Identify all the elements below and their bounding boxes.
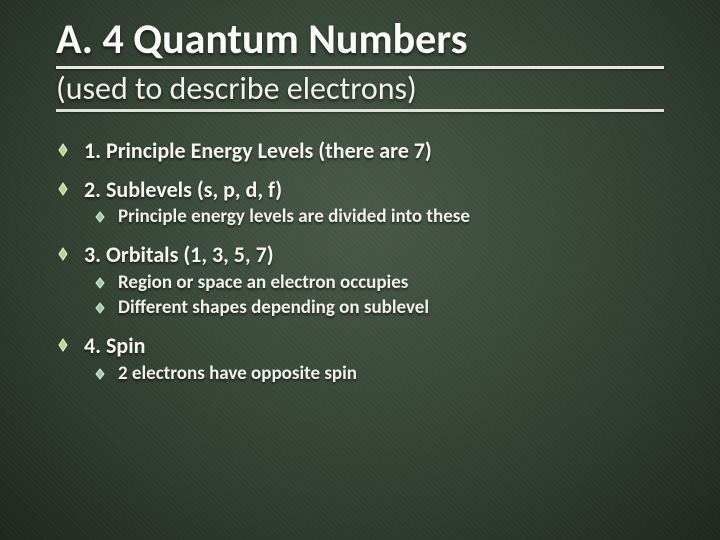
list-subitem: Region or space an electron occupies bbox=[94, 272, 664, 294]
bullet-icon bbox=[56, 182, 70, 196]
bullet-icon bbox=[94, 368, 106, 380]
list-subitem-text: Region or space an electron occupies bbox=[118, 272, 408, 294]
slide-subtitle: (used to describe electrons) bbox=[56, 71, 664, 106]
list-item-text: 2. Sublevels (s, p, d, f) bbox=[84, 177, 282, 202]
list-item: 3. Orbitals (1, 3, 5, 7) bbox=[56, 242, 664, 267]
bullet-icon bbox=[56, 338, 70, 352]
list-subitem: Principle energy levels are divided into… bbox=[94, 206, 664, 228]
bullet-icon bbox=[56, 247, 70, 261]
slide-title: A. 4 Quantum Numbers bbox=[56, 18, 664, 62]
list-item-text: 3. Orbitals (1, 3, 5, 7) bbox=[84, 242, 274, 267]
slide: A. 4 Quantum Numbers (used to describe e… bbox=[0, 0, 720, 540]
list-subitem: Different shapes depending on sublevel bbox=[94, 297, 664, 319]
bullet-icon bbox=[94, 211, 106, 223]
bullet-icon bbox=[56, 143, 70, 157]
bullet-icon bbox=[94, 302, 106, 314]
list-item: 2. Sublevels (s, p, d, f) bbox=[56, 177, 664, 202]
list-subitem-text: Principle energy levels are divided into… bbox=[118, 206, 470, 228]
list-subitem: 2 electrons have opposite spin bbox=[94, 363, 664, 385]
subtitle-underline bbox=[56, 109, 664, 112]
list-item-text: 1. Principle Energy Levels (there are 7) bbox=[84, 138, 432, 163]
list-item: 1. Principle Energy Levels (there are 7) bbox=[56, 138, 664, 163]
list-subitem-text: Different shapes depending on sublevel bbox=[118, 297, 429, 319]
bullet-icon bbox=[94, 277, 106, 289]
slide-body: 1. Principle Energy Levels (there are 7)… bbox=[56, 138, 664, 385]
list-item: 4. Spin bbox=[56, 333, 664, 358]
list-subitem-text: 2 electrons have opposite spin bbox=[118, 363, 357, 385]
list-item-text: 4. Spin bbox=[84, 333, 145, 358]
